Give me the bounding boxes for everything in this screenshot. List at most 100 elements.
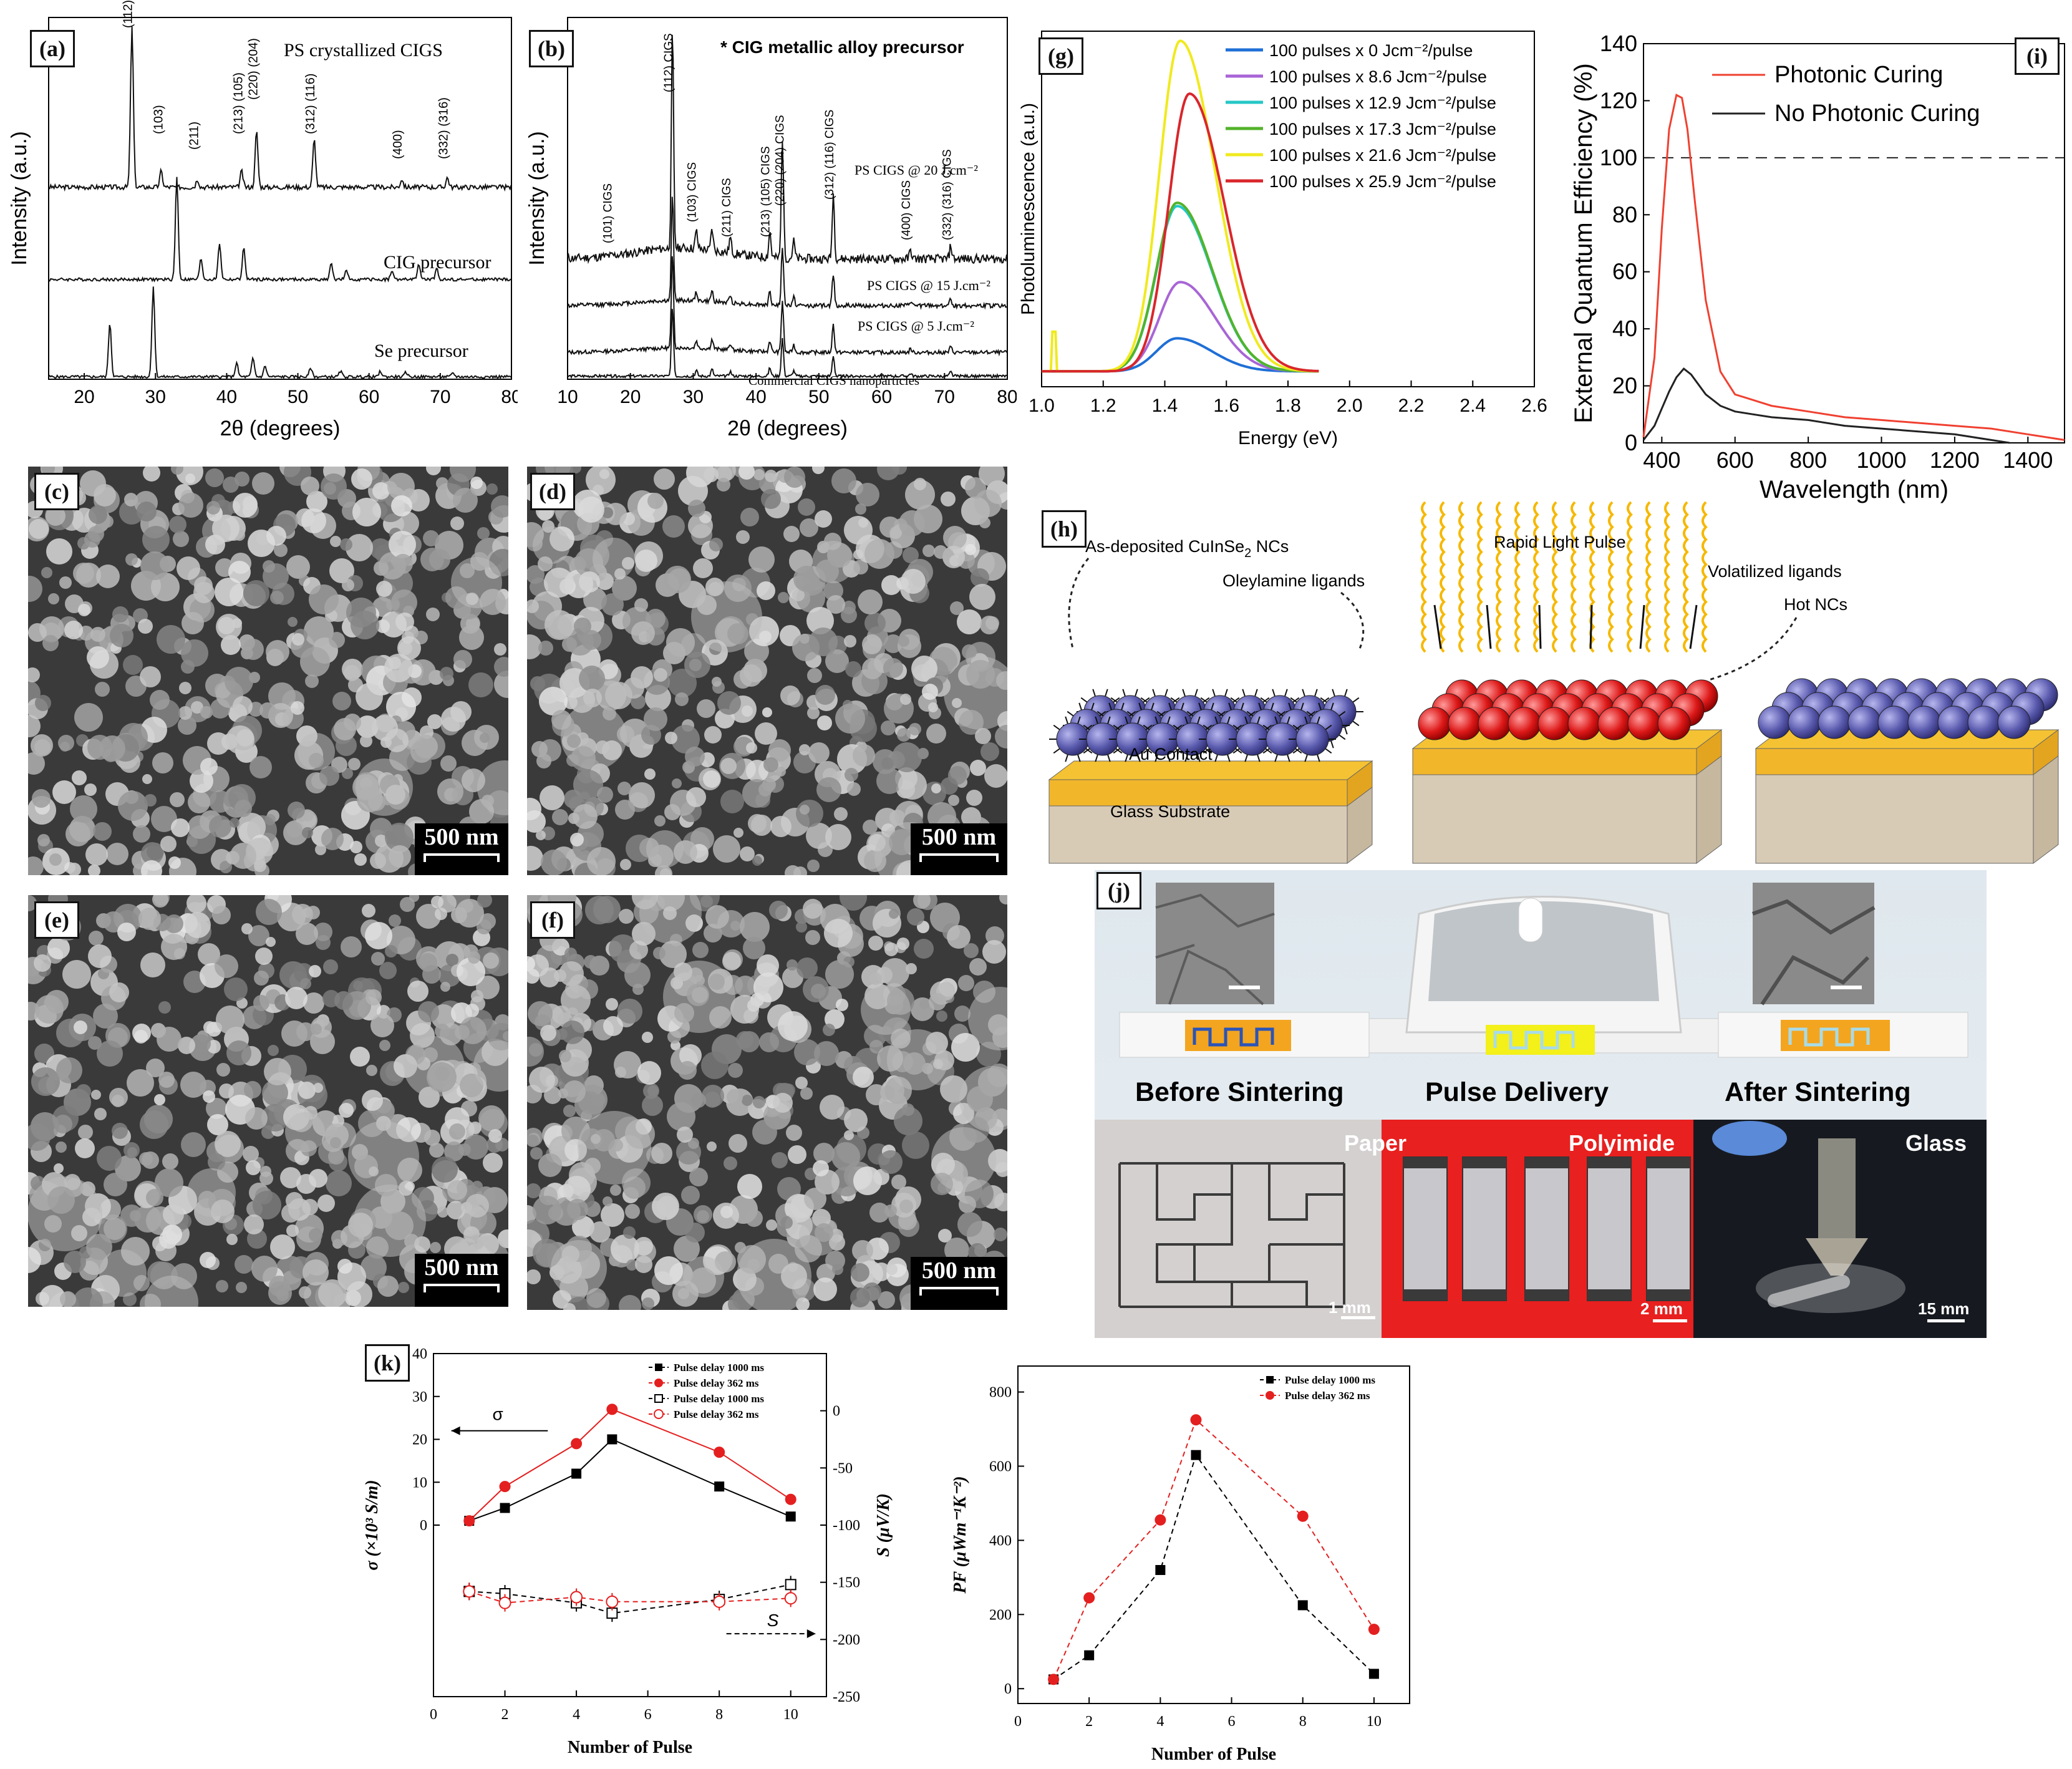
x-tick-label: 1.8: [1275, 395, 1301, 416]
sem-grain: [538, 641, 553, 656]
scale-polyimide: 2 mm: [1640, 1299, 1683, 1318]
sem-grain: [469, 1122, 482, 1134]
scale-bar-d: 500 nm: [911, 823, 1007, 875]
sem-grain: [99, 735, 125, 762]
sem-grain: [311, 1024, 322, 1035]
sem-grain: [697, 699, 715, 718]
sem-grain: [905, 480, 935, 510]
sem-grain: [644, 768, 656, 780]
sem-grain: [42, 635, 59, 651]
series-line: [468, 1438, 792, 1522]
x-tick-label: 60: [871, 387, 892, 407]
sem-grain: [326, 1170, 352, 1196]
data-point: [1297, 1600, 1308, 1611]
sem-grain: [226, 1040, 251, 1065]
sem-grain: [78, 604, 90, 616]
sem-grain: [147, 843, 164, 860]
sem-grain: [958, 975, 974, 991]
sem-grain: [717, 691, 741, 715]
y-right-axis-label: S (μV/K): [874, 1493, 893, 1557]
sem-grain: [873, 1169, 889, 1185]
sem-grain: [379, 1040, 390, 1051]
sem-grain: [807, 707, 820, 719]
legend-entry: 100 pulses x 12.9 Jcm⁻²/pulse: [1269, 94, 1496, 112]
sem-cluster: [451, 557, 502, 608]
sem-grain: [603, 1016, 623, 1036]
sem-cluster: [812, 541, 854, 583]
sem-grain: [538, 508, 551, 521]
ligand-arrow: [1486, 604, 1492, 649]
data-point: [571, 1468, 582, 1479]
sem-grain: [97, 1040, 123, 1067]
sem-grain: [957, 1212, 982, 1237]
sem-grain: [574, 618, 591, 635]
sem-grain: [118, 791, 148, 821]
sem-cluster: [404, 1036, 465, 1097]
sem-grain: [642, 1032, 653, 1043]
sem-grain: [619, 1295, 641, 1310]
sem-grain: [966, 790, 982, 806]
x-tick-label: 80: [997, 387, 1017, 407]
sem-grain: [897, 728, 911, 742]
sem-grain: [494, 671, 508, 698]
sem-grain: [161, 934, 187, 960]
sem-grain: [911, 656, 937, 682]
sem-cluster: [99, 1249, 147, 1297]
sem-grain: [64, 621, 83, 639]
chart-b-svg: 10 20 30 40 50 60 70 80 2θ (degrees) Intensity (a…: [525, 17, 1018, 440]
sem-grain: [200, 1252, 216, 1268]
sem-grain: [87, 646, 109, 669]
xrd-trace: [48, 286, 512, 380]
y-axis-label: σ (×10³ S/m): [362, 1480, 382, 1570]
sem-grain: [477, 895, 492, 908]
sem-grain: [647, 493, 664, 509]
sem-grain: [468, 672, 493, 697]
sem-grain: [127, 1069, 154, 1097]
y-tick-label: 800: [989, 1385, 1012, 1401]
sem-grain: [812, 467, 825, 474]
sem-grain: [96, 565, 120, 588]
sem-grain: [252, 472, 274, 495]
sem-grain: [391, 589, 417, 616]
nc-layer-hot: [1418, 679, 1718, 740]
sem-grain: [203, 1021, 216, 1034]
x-axis-label: 2θ (degrees): [727, 417, 848, 440]
sem-grain: [423, 530, 439, 546]
x-tick-label: 6: [644, 1707, 652, 1723]
sem-grain: [664, 804, 680, 820]
sem-grain: [205, 468, 224, 487]
sem-grain: [64, 1251, 86, 1273]
sem-grain: [465, 1004, 479, 1017]
panel-label-a: (a): [30, 30, 75, 67]
sem-grain: [701, 1052, 729, 1079]
series-line: [468, 1591, 791, 1604]
sem-grain: [191, 701, 203, 714]
sem-grain: [31, 734, 53, 757]
sem-grain: [705, 905, 729, 929]
sem-grain: [89, 931, 104, 946]
x-tick-label: 1.6: [1213, 395, 1239, 416]
sem-grain: [979, 517, 990, 528]
sem-grain: [869, 972, 882, 985]
sem-grain: [564, 948, 577, 960]
sem-grain: [56, 1141, 67, 1153]
sem-grain: [527, 956, 535, 971]
sem-grain: [237, 813, 266, 841]
sem-grain: [59, 576, 72, 589]
ligand-arrow: [1689, 604, 1698, 649]
sem-grain: [76, 1084, 91, 1099]
sem-grain: [926, 724, 946, 744]
sem-grain: [770, 816, 792, 837]
sem-grain: [884, 943, 898, 956]
sem-grain: [198, 943, 220, 966]
sem-grain: [209, 815, 231, 838]
sem-grain: [809, 628, 838, 656]
sem-grain: [366, 1065, 377, 1076]
sem-grain: [567, 1199, 588, 1220]
data-point: [463, 1585, 476, 1598]
x-tick-label: 1.2: [1090, 395, 1116, 416]
sem-grain: [603, 1196, 612, 1206]
sem-grains: [28, 467, 508, 875]
sem-grain: [437, 1206, 448, 1218]
sem-grain: [720, 758, 737, 774]
